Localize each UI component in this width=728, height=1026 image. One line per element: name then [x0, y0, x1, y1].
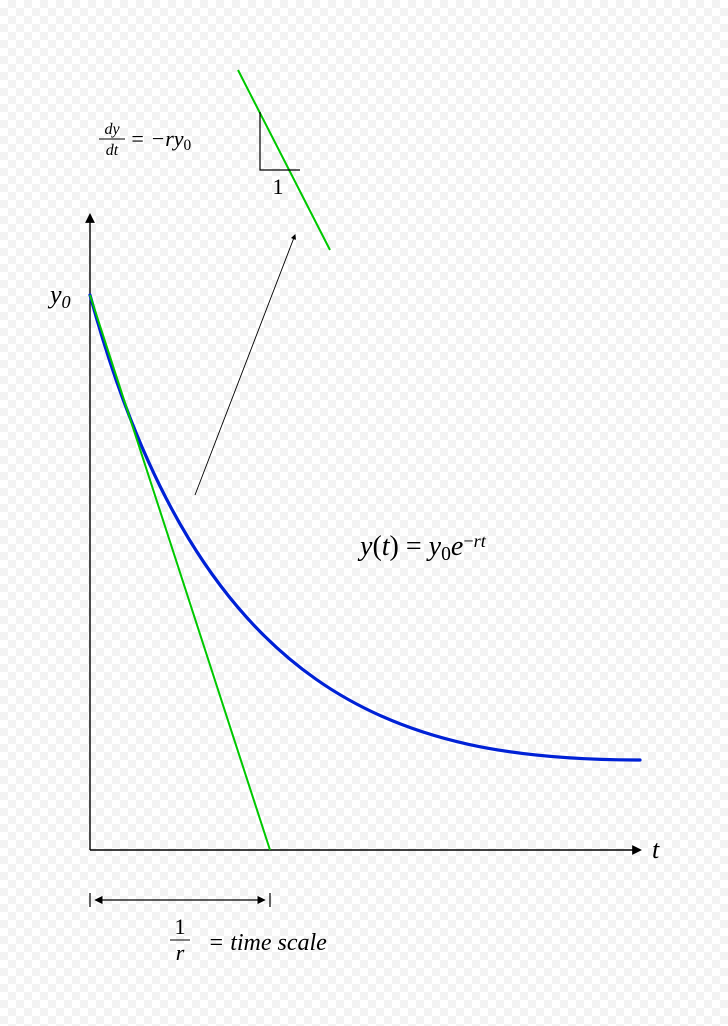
slope-frac-top: dy	[104, 121, 120, 138]
y0-label: y0	[47, 280, 71, 312]
zoom-one-label: 1	[273, 174, 284, 199]
zoom-tangent	[238, 70, 330, 250]
decay-curve	[90, 295, 640, 760]
slope-frac-bot: dt	[106, 142, 119, 159]
diagram-svg: ty01r = time scale1dydt = −ry0y(t) = y0e…	[0, 0, 728, 1026]
zoom-slope-bracket	[260, 112, 300, 170]
x-axis-label: t	[652, 835, 660, 864]
main-equation: y(t) = y0e−rt	[357, 531, 487, 565]
tangent-line	[90, 295, 270, 850]
timescale-frac-bot: r	[176, 940, 185, 965]
callout-arrow	[195, 235, 295, 495]
slope-rhs: = −ry0	[130, 126, 192, 154]
timescale-eq-text: = time scale	[208, 930, 327, 956]
timescale-frac-top: 1	[175, 914, 186, 939]
